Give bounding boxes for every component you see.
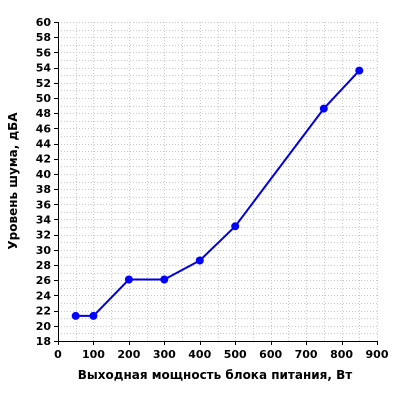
x-tick-label: 900 — [366, 348, 389, 361]
y-tick-label: 28 — [36, 259, 51, 272]
data-point — [231, 222, 240, 231]
x-tick-labels: 0 100 200 300 400 500 600 700 800 900 — [54, 348, 389, 361]
y-tick-label: 34 — [36, 213, 52, 226]
y-tick-label: 26 — [36, 274, 52, 287]
y-axis-title: Уровень шума, дБА — [6, 112, 20, 250]
plot-frame — [58, 22, 377, 342]
y-tick-label: 44 — [36, 138, 52, 151]
x-tick-label: 700 — [295, 348, 318, 361]
x-tick-label: 500 — [224, 348, 247, 361]
y-tick-label: 32 — [36, 229, 51, 242]
x-axis-title: Выходная мощность блока питания, Вт — [78, 368, 353, 382]
y-tick-label: 54 — [36, 62, 52, 75]
x-tick-label: 300 — [153, 348, 176, 361]
y-tick-label: 38 — [36, 183, 51, 196]
y-tick-label: 46 — [36, 122, 52, 135]
y-tick-label: 24 — [36, 289, 52, 302]
y-tick-label: 22 — [36, 305, 51, 318]
data-point — [124, 275, 133, 284]
series-line — [75, 69, 361, 317]
x-tick-label: 600 — [259, 348, 282, 361]
y-tick-label: 56 — [36, 46, 52, 59]
x-tick-label: 800 — [330, 348, 353, 361]
y-tick-label: 18 — [36, 335, 51, 348]
data-point — [160, 275, 169, 284]
y-tick-label: 52 — [36, 77, 51, 90]
x-tick-label: 100 — [82, 348, 105, 361]
x-tick-label: 400 — [188, 348, 211, 361]
y-tick-label: 50 — [36, 92, 52, 105]
y-tick-label: 40 — [36, 168, 52, 181]
y-tick-label: 36 — [36, 198, 52, 211]
series-layer — [71, 66, 364, 320]
y-tick-label: 58 — [36, 31, 51, 44]
x-tick-label: 200 — [117, 348, 140, 361]
y-tick-label: 30 — [36, 244, 52, 257]
x-tick-label: 0 — [54, 348, 62, 361]
data-point — [195, 256, 204, 265]
data-point — [71, 311, 80, 320]
y-tick-labels: 18 20 22 24 26 28 30 32 34 36 38 40 42 44 46 48 50 52 54 56… — [36, 16, 52, 348]
axis-ticks — [54, 22, 378, 345]
data-point — [319, 104, 328, 113]
y-tick-label: 60 — [36, 16, 52, 29]
y-tick-label: 20 — [36, 320, 52, 333]
data-point — [89, 311, 98, 320]
y-tick-label: 42 — [36, 153, 51, 166]
y-tick-label: 48 — [36, 107, 51, 120]
data-point — [355, 66, 364, 75]
